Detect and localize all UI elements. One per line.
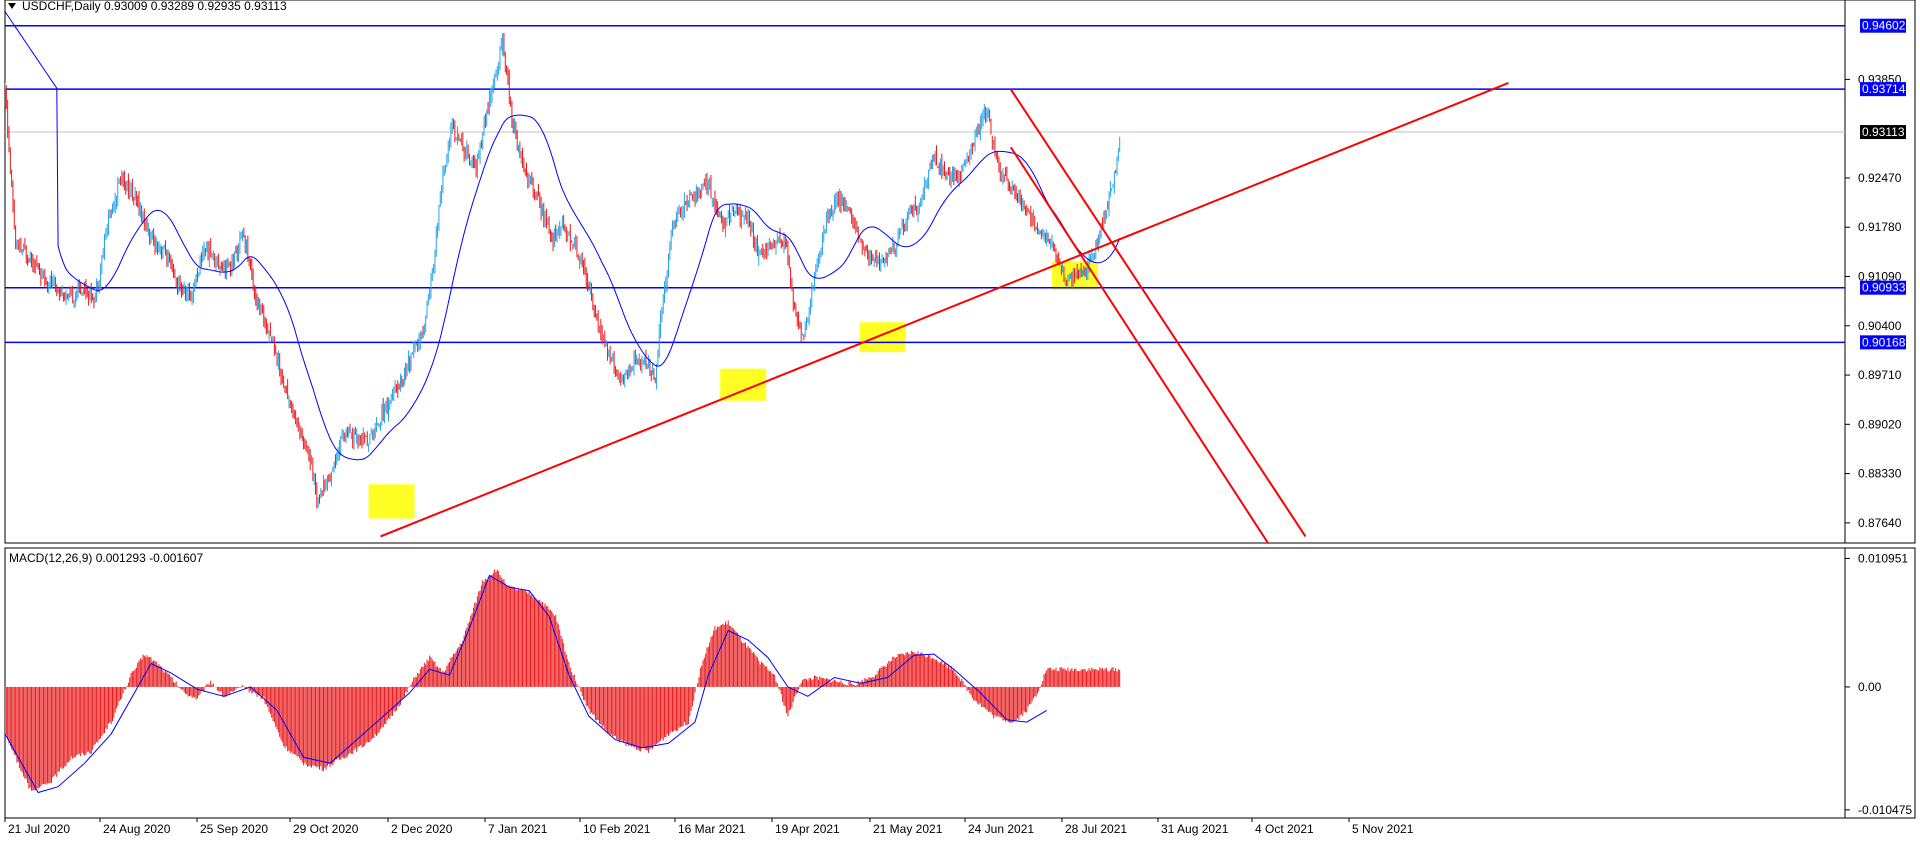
price-tag — [1860, 280, 1906, 295]
time-tick-label: 24 Aug 2020 — [103, 822, 171, 836]
macd-title: MACD(12,26,9) 0.001293 -0.001607 — [9, 551, 203, 565]
macd-tick-label: -0.010475 — [1858, 803, 1912, 817]
price-tag-label: 0.90168 — [1862, 335, 1906, 349]
time-tick-label: 31 Aug 2021 — [1161, 822, 1229, 836]
price-tick-label: 0.90400 — [1858, 319, 1902, 333]
descending-channel-upper-line[interactable] — [1010, 88, 1307, 537]
moving-average-line — [5, 11, 1121, 461]
time-tick-label: 7 Jan 2021 — [488, 822, 548, 836]
time-tick-label: 4 Oct 2021 — [1255, 822, 1314, 836]
time-tick-label: 21 May 2021 — [873, 822, 943, 836]
macd-tick-label: 0.00 — [1858, 680, 1882, 694]
highlight-zone — [368, 484, 415, 519]
macd-tick-label: 0.010951 — [1858, 551, 1908, 565]
price-tag-label: 0.93113 — [1862, 125, 1905, 139]
ascending-trendline[interactable] — [380, 82, 1509, 538]
price-tag-label: 0.94602 — [1862, 19, 1906, 33]
time-tick-label: 5 Nov 2021 — [1352, 822, 1414, 836]
price-tag-label: 0.90933 — [1862, 281, 1906, 295]
time-tick-label: 10 Feb 2021 — [583, 822, 651, 836]
price-tag — [1860, 125, 1906, 140]
price-tag-label: 0.93714 — [1862, 82, 1906, 96]
time-tick-label: 19 Apr 2021 — [775, 822, 840, 836]
time-tick-label: 2 Dec 2020 — [391, 822, 453, 836]
price-tick-label: 0.89710 — [1858, 368, 1902, 382]
price-tag — [1860, 335, 1906, 350]
time-tick-label: 29 Oct 2020 — [293, 822, 359, 836]
main-chart-frame — [4, 0, 1916, 544]
price-tick-label: 0.87640 — [1858, 516, 1902, 530]
descending-channel-lower-line[interactable] — [1010, 146, 1306, 600]
price-tick-label: 0.91780 — [1858, 220, 1902, 234]
time-tick-label: 28 Jul 2021 — [1065, 822, 1127, 836]
highlight-zone — [859, 322, 906, 353]
time-tick-label: 25 Sep 2020 — [200, 822, 268, 836]
triangle-down-icon[interactable] — [8, 3, 16, 9]
macd-frame — [4, 547, 1916, 819]
time-tick-label: 16 Mar 2021 — [678, 822, 746, 836]
price-tick-label: 0.89020 — [1858, 417, 1902, 431]
symbol-header: USDCHF,Daily 0.93009 0.93289 0.92935 0.9… — [22, 0, 287, 13]
price-tick-label: 0.88330 — [1858, 467, 1902, 481]
price-tick-label: 0.91090 — [1858, 269, 1902, 283]
price-tick-label: 0.92470 — [1858, 171, 1902, 185]
price-tag — [1860, 82, 1906, 97]
time-tick-label: 24 Jun 2021 — [968, 822, 1034, 836]
price-tag — [1860, 18, 1906, 33]
macd-signal-line — [4, 574, 1047, 794]
time-tick-label: 21 Jul 2020 — [8, 822, 70, 836]
